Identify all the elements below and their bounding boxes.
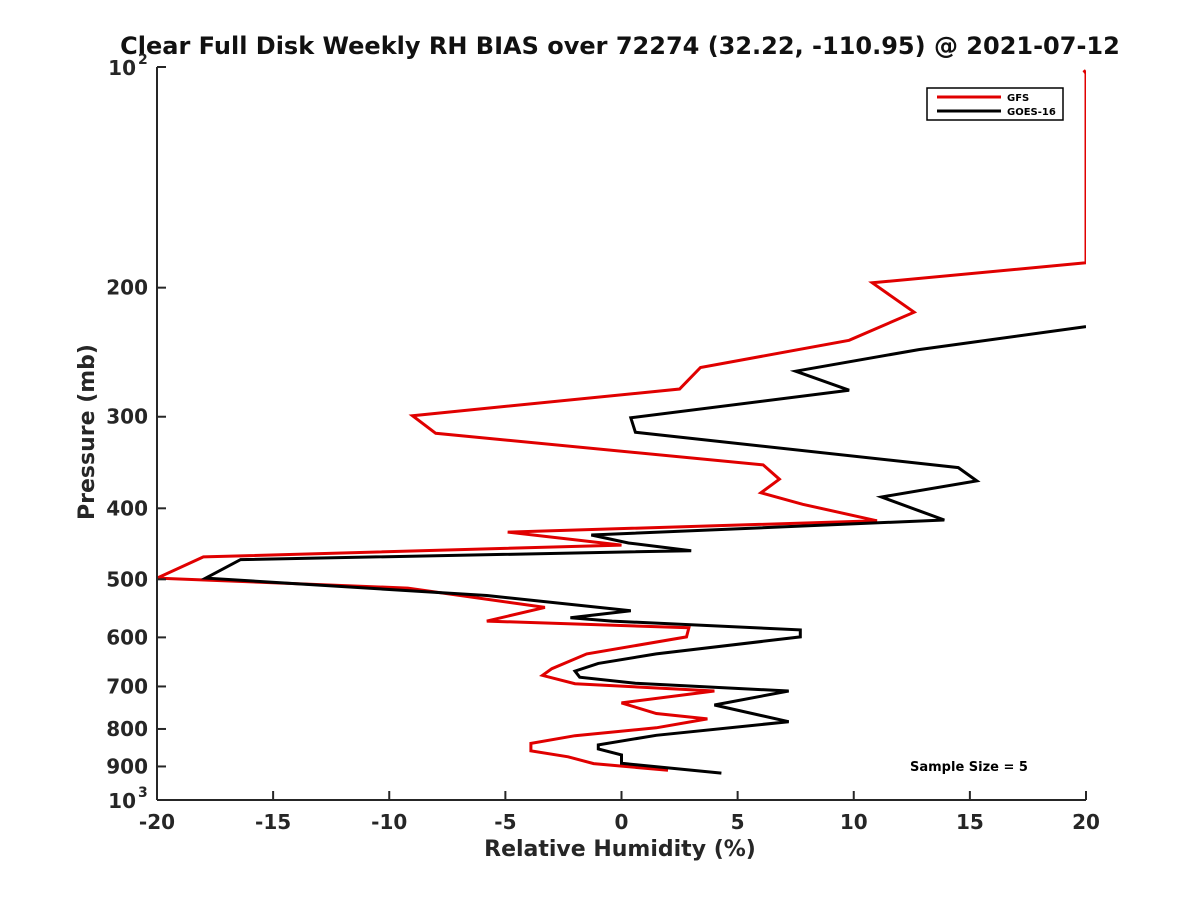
legend-label: GOES-16 bbox=[1007, 107, 1056, 118]
x-tick-label: 0 bbox=[615, 810, 629, 834]
x-tick-label: -10 bbox=[371, 810, 407, 834]
x-axis-label: Relative Humidity (%) bbox=[484, 837, 756, 862]
series-line-gfs bbox=[157, 69, 1086, 772]
y-tick-label: 400 bbox=[106, 496, 148, 520]
x-tick-label: -15 bbox=[255, 810, 291, 834]
y-tick-label: 10 bbox=[108, 789, 136, 813]
y-tick-exponent: 3 bbox=[138, 785, 148, 801]
x-tick-label: -20 bbox=[139, 810, 175, 834]
x-tick-label: 15 bbox=[956, 810, 984, 834]
x-tick-label: -5 bbox=[494, 810, 516, 834]
legend-box bbox=[926, 87, 1064, 121]
y-tick-label: 700 bbox=[106, 674, 148, 698]
series-line-goes-16 bbox=[200, 325, 1086, 775]
y-tick-label: 800 bbox=[106, 717, 148, 741]
y-tick-label: 200 bbox=[106, 276, 148, 300]
chart-title: Clear Full Disk Weekly RH BIAS over 7227… bbox=[120, 32, 1120, 60]
x-tick-label: 10 bbox=[840, 810, 868, 834]
sample-size-annotation: Sample Size = 5 bbox=[910, 760, 1028, 775]
y-tick-label: 600 bbox=[106, 625, 148, 649]
y-tick-exponent: 2 bbox=[138, 52, 148, 68]
legend-label: GFS bbox=[1007, 93, 1029, 104]
x-tick-label: 20 bbox=[1072, 810, 1100, 834]
x-tick-label: 5 bbox=[731, 810, 745, 834]
y-tick-label: 10 bbox=[108, 56, 136, 80]
legend: GFS GOES-16 bbox=[926, 87, 1064, 121]
y-axis-label: Pressure (mb) bbox=[75, 344, 100, 520]
y-tick-label: 500 bbox=[106, 567, 148, 591]
y-tick-label: 900 bbox=[106, 754, 148, 778]
y-tick-label: 300 bbox=[106, 405, 148, 429]
